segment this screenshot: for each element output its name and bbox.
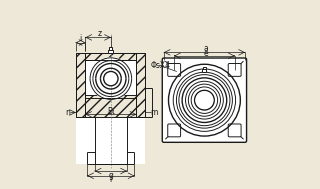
FancyBboxPatch shape (228, 124, 241, 137)
Bar (109, 47, 112, 50)
Text: e: e (204, 49, 209, 58)
Text: z: z (98, 29, 102, 38)
Text: B₁: B₁ (107, 107, 115, 116)
Text: i: i (79, 34, 82, 43)
Text: n: n (65, 108, 70, 117)
Bar (108, 50, 113, 53)
Circle shape (89, 57, 132, 100)
Text: m: m (150, 108, 158, 117)
Bar (203, 67, 206, 69)
FancyBboxPatch shape (228, 64, 241, 76)
Text: l: l (110, 175, 112, 184)
Circle shape (196, 91, 213, 109)
FancyBboxPatch shape (168, 124, 180, 137)
Bar (136, 53, 145, 117)
Bar (76, 53, 145, 164)
Circle shape (104, 71, 118, 86)
Bar (95, 117, 127, 164)
Text: g: g (108, 171, 113, 180)
Bar (76, 53, 85, 117)
Text: ΦsX4: ΦsX4 (150, 61, 171, 70)
Bar (85, 53, 136, 60)
FancyBboxPatch shape (168, 64, 180, 76)
Bar (202, 69, 206, 72)
FancyBboxPatch shape (162, 58, 247, 142)
Text: a: a (204, 44, 209, 53)
Bar (85, 95, 136, 117)
